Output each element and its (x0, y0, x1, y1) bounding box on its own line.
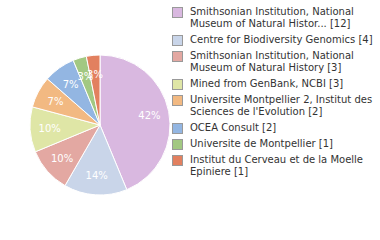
html-text:Smithsonian Institution, Natio: Smithsonian Institution, National Museum… (190, 50, 354, 73)
svg-text:7%: 7% (63, 79, 79, 90)
html-text:Mined from GenBank, NCBI [3]: Mined from GenBank, NCBI [3] (190, 78, 344, 89)
html-text:Institut du Cerveau et de la M: Institut du Cerveau et de la Moelle Epin… (190, 154, 363, 177)
html-text:OCEA Consult [2]: OCEA Consult [2] (190, 122, 277, 133)
svg-text:42%: 42% (138, 110, 160, 121)
html-text:Smithsonian Institution, Natio: Smithsonian Institution, National Museum… (190, 6, 354, 29)
svg-text:7%: 7% (48, 96, 64, 107)
svg-text:14%: 14% (86, 170, 108, 181)
svg-text:10%: 10% (51, 153, 73, 164)
svg-text:10%: 10% (39, 123, 61, 134)
html-text:Universite de Montpellier [1]: Universite de Montpellier [1] (190, 138, 333, 149)
svg-text:3%: 3% (87, 69, 103, 80)
html-text:Centre for Biodiversity Genomi: Centre for Biodiversity Genomics [4] (190, 34, 373, 45)
svg-text:3%: 3% (77, 71, 94, 83)
html-text:Universite Montpellier 2, Inst: Universite Montpellier 2, Institut des S… (190, 94, 373, 117)
